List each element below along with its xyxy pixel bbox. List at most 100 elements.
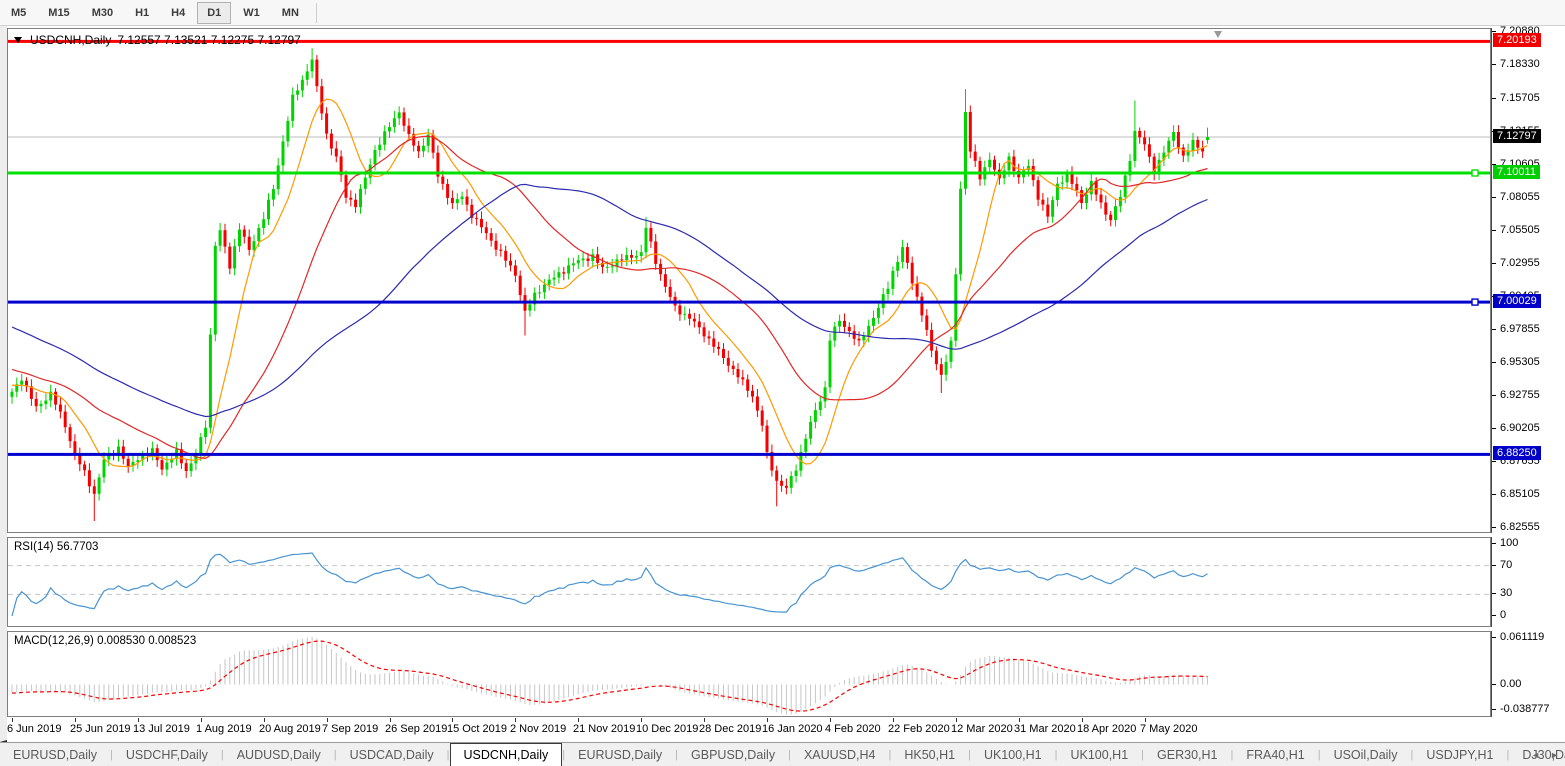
date-label: 18 Apr 2020: [1077, 723, 1137, 735]
main-chart-canvas[interactable]: USDCNH,Daily 7.12557 7.13521 7.12275 7.1…: [7, 28, 1491, 533]
price-tick-label: 6.85105: [1492, 488, 1540, 501]
price-badge-7.00029: 7.00029: [1493, 294, 1541, 308]
macd-tick-label: -0.038777: [1492, 703, 1550, 716]
date-tick: [12, 718, 13, 722]
tab-separator: |: [1506, 748, 1510, 761]
chart-tab-usdcad-daily[interactable]: USDCAD,Daily: [349, 747, 434, 762]
timeframe-button-mn[interactable]: MN: [281, 6, 299, 19]
chart-tab-usdcnh-daily[interactable]: USDCNH,Daily: [449, 743, 563, 766]
timeframe-button-m30[interactable]: M30: [91, 6, 114, 19]
chart-tab-eurusd-daily[interactable]: EURUSD,Daily: [578, 747, 663, 762]
tab-separator: |: [1054, 748, 1058, 761]
price-axis[interactable]: 7.208807.183307.157057.131557.106057.080…: [1491, 25, 1565, 533]
rsi-tick-label: 0: [1492, 609, 1506, 622]
chart-tab-usdjpy-h1[interactable]: USDJPY,H1: [1426, 747, 1494, 762]
price-badge-7.12797: 7.12797: [1493, 129, 1541, 143]
tabs-scroll-left-icon[interactable]: ◄: [1531, 750, 1541, 760]
date-label: 16 Jan 2020: [762, 723, 823, 735]
date-label: 28 Dec 2019: [699, 723, 762, 735]
date-label: 7 Sep 2019: [322, 723, 379, 735]
date-label: 31 Mar 2020: [1014, 723, 1076, 735]
macd-tick-label: 0.061119: [1492, 631, 1544, 644]
price-tick-label: 7.05505: [1492, 224, 1540, 237]
tab-separator: |: [1317, 748, 1321, 761]
main-chart-row: USDCNH,Daily 7.12557 7.13521 7.12275 7.1…: [7, 25, 1565, 533]
macd-chart[interactable]: [8, 632, 1490, 716]
chart-tab-usdchf-daily[interactable]: USDCHF,Daily: [125, 747, 208, 762]
rsi-axis[interactable]: 100 70 30 0: [1491, 537, 1565, 627]
tab-separator: |: [675, 748, 679, 761]
date-tick: [390, 718, 391, 722]
timeframe-button-d1[interactable]: D1: [197, 1, 232, 24]
date-label: 6 Jun 2019: [7, 723, 62, 735]
price-tick-label: 6.95305: [1492, 356, 1540, 369]
date-tick: [767, 718, 768, 722]
date-label: 26 Sep 2019: [385, 723, 448, 735]
rsi-chart[interactable]: [8, 538, 1490, 626]
rsi-tick-label: 70: [1492, 559, 1512, 572]
chart-tab-uk100-h1[interactable]: UK100,H1: [1070, 747, 1129, 762]
rsi-row: RSI(14) 56.7703 100 70 30 0: [7, 537, 1565, 627]
macd-axis[interactable]: 0.061119 0.00 -0.038777: [1491, 631, 1565, 717]
date-tick: [830, 718, 831, 722]
chart-tab-hk50-h1[interactable]: HK50,H1: [904, 747, 956, 762]
price-badge-6.88250: 6.88250: [1493, 446, 1541, 460]
price-badge-7.20193: 7.20193: [1493, 33, 1541, 47]
date-tick: [201, 718, 202, 722]
rsi-tick-label: 30: [1492, 587, 1512, 600]
rsi-canvas[interactable]: RSI(14) 56.7703: [7, 537, 1491, 627]
date-label: 1 Aug 2019: [196, 723, 252, 735]
date-label: 10 Dec 2019: [636, 723, 699, 735]
price-tick-label: 7.18330: [1492, 58, 1540, 71]
date-label: 22 Feb 2020: [888, 723, 950, 735]
date-tick: [956, 718, 957, 722]
date-label: 4 Feb 2020: [825, 723, 881, 735]
date-label: 25 Jun 2019: [70, 723, 131, 735]
timeframe-button-h4[interactable]: H4: [171, 6, 186, 19]
date-label: 7 May 2020: [1140, 723, 1198, 735]
chart-tab-gbpusd-daily[interactable]: GBPUSD,Daily: [691, 747, 776, 762]
chart-window: USDCNH,Daily 7.12557 7.13521 7.12275 7.1…: [0, 25, 1565, 742]
price-tick-label: 7.15705: [1492, 92, 1540, 105]
tabs-scroll-right-icon[interactable]: ►: [1550, 750, 1559, 760]
tab-separator: |: [1141, 748, 1145, 761]
macd-tick-label: 0.00: [1492, 678, 1521, 691]
chart-tab-audusd-daily[interactable]: AUDUSD,Daily: [236, 747, 321, 762]
price-tick-label: 7.08055: [1492, 191, 1540, 204]
timeframe-button-m5[interactable]: M5: [11, 6, 27, 19]
chart-tab-ger30-h1[interactable]: GER30,H1: [1157, 747, 1218, 762]
timeframe-button-w1[interactable]: W1: [243, 6, 260, 19]
toolbar-divider: [315, 2, 317, 23]
date-tick: [264, 718, 265, 722]
date-axis[interactable]: 6 Jun 2019 25 Jun 2019 13 Jul 2019 1 Aug 20…: [7, 718, 1565, 742]
date-label: 2 Nov 2019: [510, 723, 567, 735]
chart-tab-uk100-h1[interactable]: UK100,H1: [983, 747, 1042, 762]
chart-tab-usoil-daily[interactable]: USOil,Daily: [1333, 747, 1398, 762]
date-tick: [452, 718, 453, 722]
tab-separator: |: [220, 748, 224, 761]
date-label: 15 Oct 2019: [447, 723, 507, 735]
chart-tab-fra40-h1[interactable]: FRA40,H1: [1246, 747, 1305, 762]
tab-separator: |: [562, 748, 566, 761]
date-tick: [1019, 718, 1020, 722]
chart-tab-dj30-daily[interactable]: DJ30,Daily: [1522, 747, 1565, 762]
date-tick: [138, 718, 139, 722]
date-label: 20 Aug 2019: [259, 723, 321, 735]
chart-menu-icon[interactable]: [14, 37, 22, 43]
chart-tab-xauusd-h4[interactable]: XAUUSD,H4: [803, 747, 876, 762]
chart-ohlc-values: 7.12557 7.13521 7.12275 7.12797: [117, 33, 301, 47]
price-tick-label: 6.90205: [1492, 422, 1540, 435]
timeframe-button-m15[interactable]: M15: [48, 6, 70, 19]
rsi-tick-label: 100: [1492, 537, 1518, 550]
macd-label: MACD(12,26,9) 0.008530 0.008523: [14, 635, 197, 647]
tab-separator: |: [888, 748, 892, 761]
chart-tab-eurusd-daily[interactable]: EURUSD,Daily: [13, 747, 98, 762]
rsi-label: RSI(14) 56.7703: [14, 541, 99, 553]
timeframe-button-h1[interactable]: H1: [135, 6, 150, 19]
date-tick: [704, 718, 705, 722]
date-tick: [578, 718, 579, 722]
tab-separator: |: [333, 748, 337, 761]
price-tick-label: 6.92755: [1492, 389, 1540, 402]
macd-canvas[interactable]: MACD(12,26,9) 0.008530 0.008523: [7, 631, 1491, 717]
candlestick-chart[interactable]: [8, 29, 1490, 532]
